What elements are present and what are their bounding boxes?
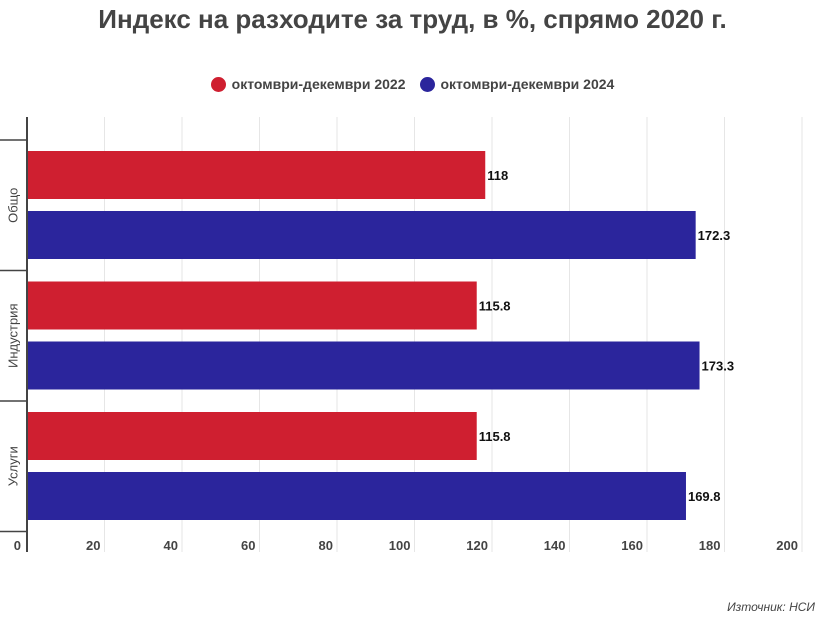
x-tick-label: 80 bbox=[319, 538, 333, 553]
legend-marker-2024 bbox=[419, 76, 435, 92]
x-tick-label: 100 bbox=[389, 538, 411, 553]
x-tick-label: 140 bbox=[544, 538, 566, 553]
legend-item-2022[interactable]: октомври-декември 2022 bbox=[210, 76, 406, 92]
legend-marker-2022 bbox=[210, 76, 226, 92]
bar bbox=[28, 412, 477, 460]
legend-label-2022: октомври-декември 2022 bbox=[231, 76, 406, 92]
x-tick-label: 180 bbox=[699, 538, 721, 553]
x-tick-label: 40 bbox=[164, 538, 178, 553]
data-label: 172.3 bbox=[698, 228, 731, 243]
category-label: Индустрия bbox=[5, 304, 20, 368]
x-tick-label: 200 bbox=[776, 538, 798, 553]
legend-item-2024[interactable]: октомври-декември 2024 bbox=[419, 76, 615, 92]
data-label: 115.8 bbox=[479, 299, 511, 314]
bar bbox=[28, 472, 686, 520]
bar bbox=[28, 151, 486, 199]
x-tick-label: 120 bbox=[466, 538, 488, 553]
x-tick-label: 60 bbox=[241, 538, 255, 553]
bar bbox=[28, 281, 477, 330]
x-tick-label: 0 bbox=[14, 538, 21, 553]
bar bbox=[28, 341, 700, 390]
chart-title: Индекс на разходите за труд, в %, спрямо… bbox=[98, 4, 727, 34]
legend: октомври-декември 2022 октомври-декември… bbox=[0, 76, 825, 92]
source-note: Източник: НСИ bbox=[727, 600, 815, 614]
bar bbox=[28, 211, 696, 259]
data-label: 169.8 bbox=[688, 489, 721, 504]
x-tick-label: 160 bbox=[621, 538, 643, 553]
data-label: 173.3 bbox=[702, 359, 735, 374]
x-tick-label: 20 bbox=[86, 538, 100, 553]
category-label: Услуги bbox=[5, 446, 20, 486]
data-label: 118 bbox=[487, 168, 508, 183]
legend-label-2024: октомври-декември 2024 bbox=[440, 76, 615, 92]
category-label: Общо bbox=[5, 188, 20, 223]
data-label: 115.8 bbox=[479, 429, 511, 444]
